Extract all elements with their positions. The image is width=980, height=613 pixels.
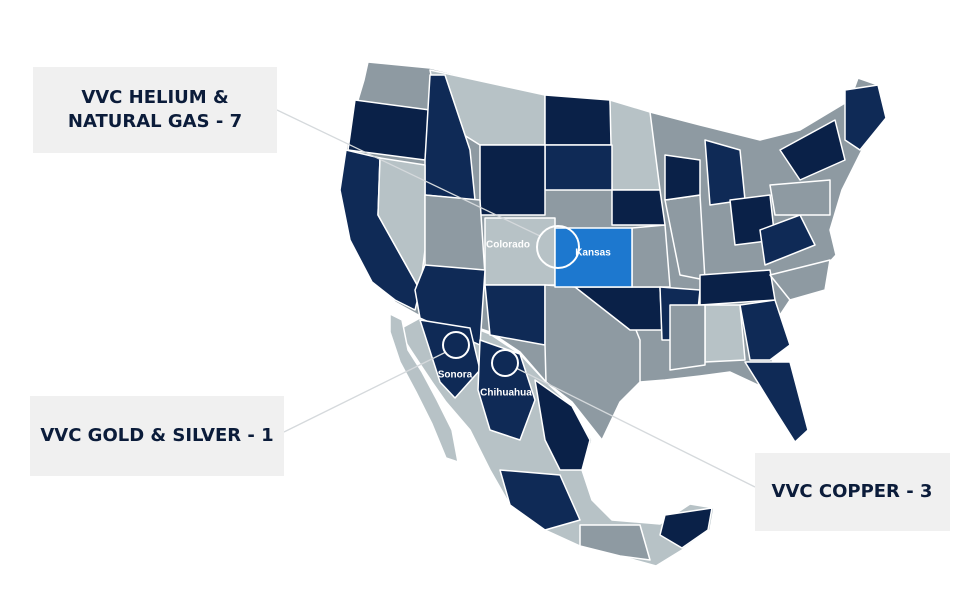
baja <box>389 313 459 463</box>
state <box>631 224 671 288</box>
state <box>544 144 613 191</box>
callout-text: VVC HELIUM & <box>81 87 228 108</box>
markers <box>442 225 580 377</box>
map-label: Chihuahua <box>480 388 532 399</box>
state <box>739 299 791 361</box>
state <box>347 99 431 161</box>
marker-circle <box>536 225 580 269</box>
callout-text: VVC GOLD & SILVER - 1 <box>40 425 273 446</box>
state <box>704 304 746 363</box>
state <box>579 524 651 561</box>
state <box>484 284 546 346</box>
map <box>339 61 887 567</box>
state <box>744 361 809 443</box>
state <box>759 214 816 266</box>
state <box>479 144 546 216</box>
state <box>779 119 846 181</box>
state <box>704 139 746 206</box>
state <box>769 179 831 216</box>
map-label: Sonora <box>438 370 473 381</box>
state <box>534 379 591 471</box>
state <box>499 469 581 531</box>
marker-circle <box>442 331 470 359</box>
state <box>419 319 481 399</box>
marker-circle <box>491 349 519 377</box>
leaders <box>276 109 756 488</box>
state <box>611 189 666 226</box>
leader-line <box>276 109 541 237</box>
map-label: Kansas <box>575 248 611 259</box>
state <box>699 269 776 306</box>
state <box>424 194 486 276</box>
state <box>669 304 706 371</box>
state <box>844 84 887 151</box>
callout-box <box>30 396 284 476</box>
state <box>664 154 701 201</box>
map-label: Colorado <box>486 240 530 251</box>
state <box>659 507 713 549</box>
callout-text: NATURAL GAS - 7 <box>68 111 242 132</box>
state <box>769 259 831 301</box>
callout-box <box>33 67 277 153</box>
state <box>484 217 556 286</box>
state <box>544 94 613 146</box>
callout-box <box>755 453 950 531</box>
leader-line <box>515 367 756 488</box>
leader-line <box>283 351 447 433</box>
callout-text: VVC COPPER - 3 <box>772 481 933 502</box>
